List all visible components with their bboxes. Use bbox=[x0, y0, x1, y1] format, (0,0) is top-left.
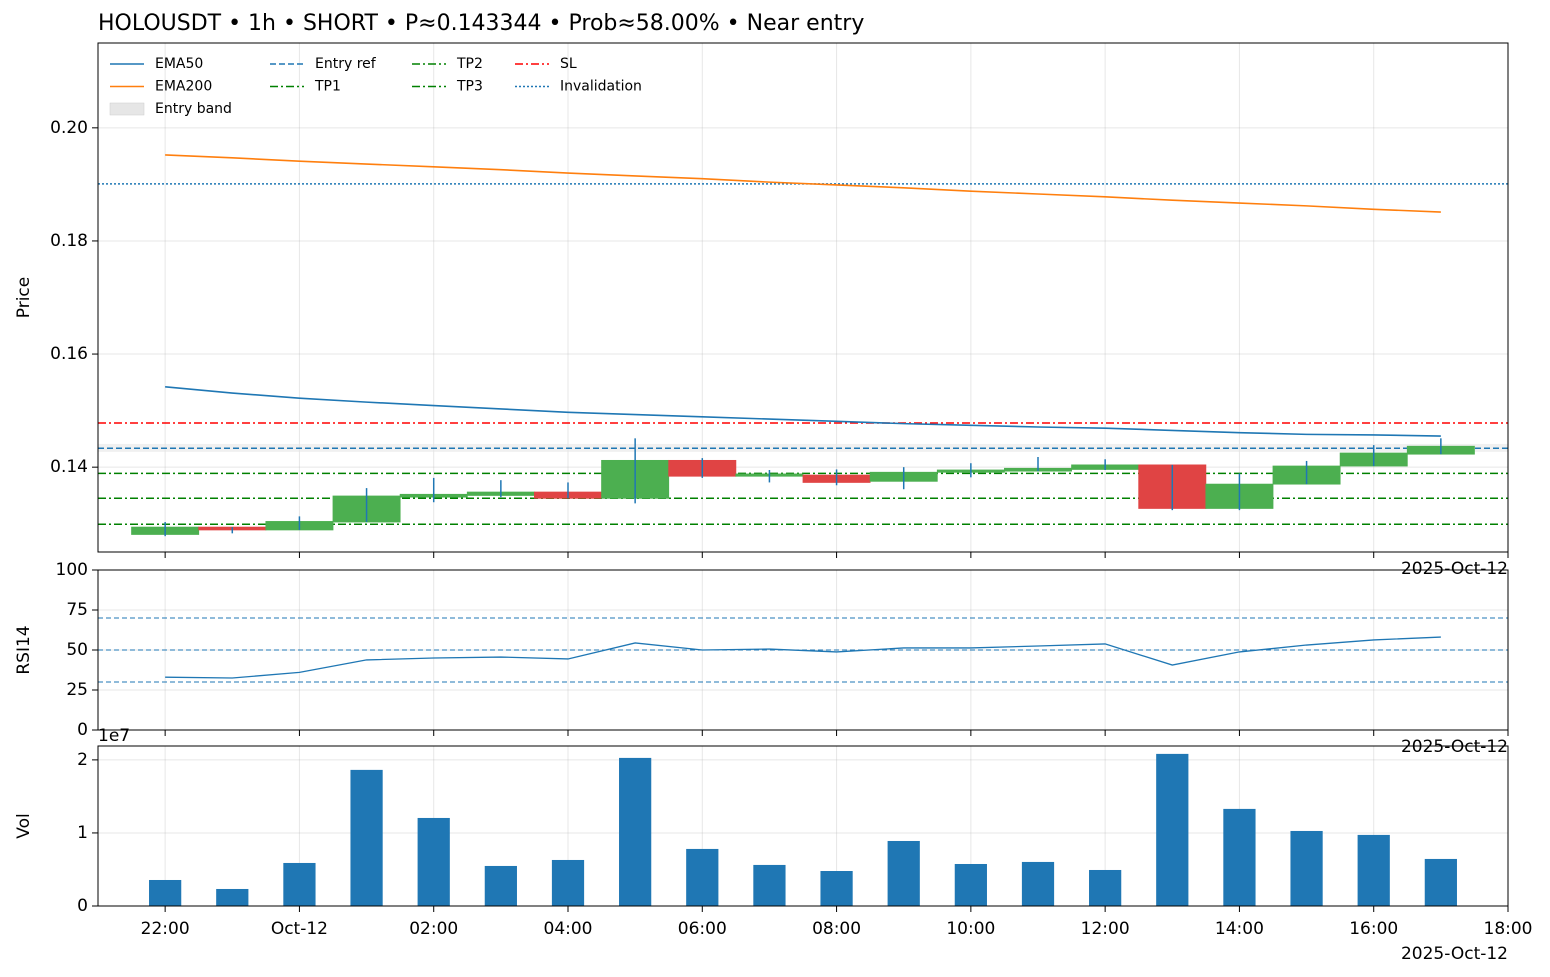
volume-bar bbox=[1357, 834, 1390, 906]
legend-label: TP2 bbox=[456, 56, 483, 72]
y-multiplier: 1e7 bbox=[98, 726, 130, 746]
legend-swatch bbox=[109, 102, 145, 116]
y-tick-label: 1 bbox=[77, 823, 88, 843]
legend-label: TP3 bbox=[456, 79, 483, 95]
x-tick-label: 14:00 bbox=[1215, 919, 1264, 939]
legend-label: EMA200 bbox=[155, 79, 212, 95]
line-series bbox=[165, 386, 1441, 437]
x-tick-label: 02:00 bbox=[409, 919, 458, 939]
x-tick-label: 04:00 bbox=[544, 919, 593, 939]
y-axis-label: Price bbox=[14, 277, 34, 318]
y-tick-label: 0.14 bbox=[50, 457, 88, 477]
volume-bar bbox=[1156, 753, 1189, 906]
line-series bbox=[165, 636, 1441, 679]
x-offset-label: 2025-Oct-12 bbox=[1401, 737, 1508, 757]
volume-bar bbox=[753, 864, 786, 906]
volume-bar bbox=[820, 871, 853, 906]
y-tick-label: 0.18 bbox=[50, 231, 88, 251]
volume-bar bbox=[1223, 808, 1256, 906]
legend-label: EMA50 bbox=[155, 56, 203, 72]
panel-frame bbox=[97, 42, 1509, 553]
legend-label: Entry band bbox=[155, 101, 232, 117]
legend-label: SL bbox=[560, 56, 577, 72]
line-series bbox=[165, 154, 1441, 213]
y-tick-label: 0 bbox=[77, 720, 88, 740]
y-tick-label: 0.16 bbox=[50, 344, 88, 364]
volume-bar bbox=[686, 848, 719, 906]
panel-frame bbox=[97, 745, 1509, 907]
y-tick-label: 25 bbox=[66, 680, 88, 700]
volume-bar bbox=[1021, 861, 1055, 906]
legend-label: Entry ref bbox=[315, 56, 377, 72]
y-tick-label: 100 bbox=[56, 560, 88, 580]
y-tick-label: 50 bbox=[66, 640, 88, 660]
x-tick-label: 08:00 bbox=[812, 919, 861, 939]
x-tick-label: 12:00 bbox=[1081, 919, 1130, 939]
volume-bar bbox=[1290, 830, 1323, 906]
x-tick-label: 10:00 bbox=[946, 919, 995, 939]
volume-bar bbox=[551, 859, 585, 906]
x-tick-label: 22:00 bbox=[141, 919, 190, 939]
volume-bar bbox=[216, 888, 249, 906]
y-axis-label: RSI14 bbox=[14, 625, 34, 674]
panel-frame bbox=[97, 569, 1509, 731]
y-tick-label: 0 bbox=[77, 896, 88, 916]
legend-label: TP1 bbox=[314, 79, 341, 95]
volume-bar bbox=[619, 757, 652, 906]
x-offset-label: 2025-Oct-12 bbox=[1401, 559, 1508, 579]
volume-bar bbox=[1089, 869, 1122, 906]
volume-bar bbox=[484, 865, 517, 906]
chart-title: HOLOUSDT • 1h • SHORT • P≈0.143344 • Pro… bbox=[98, 11, 864, 36]
legend-label: Invalidation bbox=[560, 79, 642, 95]
volume-bar bbox=[1424, 858, 1457, 906]
x-offset-label: 2025-Oct-12 bbox=[1401, 944, 1508, 964]
volume-bar bbox=[887, 840, 920, 906]
volume-bar bbox=[149, 879, 182, 906]
y-axis-label: Vol bbox=[14, 813, 34, 838]
volume-bar bbox=[350, 769, 383, 906]
volume-bar bbox=[954, 863, 987, 906]
x-tick-label: 06:00 bbox=[678, 919, 727, 939]
x-tick-label: 16:00 bbox=[1349, 919, 1398, 939]
x-tick-label: Oct-12 bbox=[271, 919, 328, 939]
x-tick-label: 18:00 bbox=[1484, 919, 1533, 939]
y-tick-label: 2 bbox=[77, 750, 88, 770]
y-tick-label: 0.20 bbox=[50, 118, 88, 138]
volume-bar bbox=[417, 817, 450, 906]
y-tick-label: 75 bbox=[66, 600, 88, 620]
volume-bar bbox=[283, 862, 316, 906]
